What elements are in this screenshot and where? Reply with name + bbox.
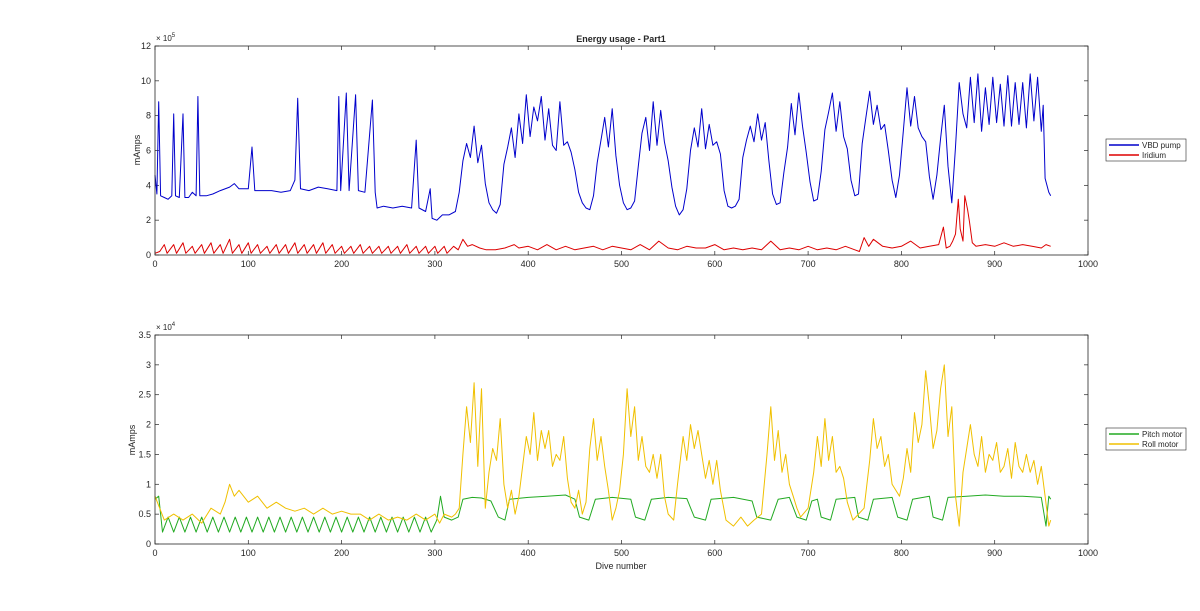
x-tick-label-top: 700 (801, 259, 816, 269)
y-tick-label-top: 12 (141, 41, 151, 51)
legend-bottom: Pitch motor Roll motor (1105, 427, 1187, 451)
subplot-energy-bottom: 0 100 200 300 400 500 600 700 800 900 1000 0 0.5 1 1.5… (127, 322, 1187, 571)
series-lines-bottom (154, 364, 1052, 533)
y-axis-label-top: mAmps (132, 134, 142, 165)
y-tick-label-bottom: 2 (146, 420, 151, 430)
x-tick-label-bottom: 300 (427, 548, 442, 558)
y-tick-label-bottom: 3.5 (138, 330, 151, 340)
y-tick-label-top: 10 (141, 76, 151, 86)
x-tick-label-bottom: 200 (334, 548, 349, 558)
axes-box-top (154, 45, 1089, 256)
x-axis-label: Dive number (595, 561, 646, 571)
legend-label-iridium: Iridium (1142, 151, 1166, 160)
series-line-roll-motor (154, 364, 1052, 527)
y-tick-label-top: 6 (146, 146, 151, 156)
x-tick-label-top: 0 (152, 259, 157, 269)
x-tick-label-bottom: 100 (241, 548, 256, 558)
x-tick-label-bottom: 0 (152, 548, 157, 558)
y-exponent-power-top: 5 (172, 33, 176, 39)
y-exponent-power-bottom: 4 (172, 322, 176, 328)
x-tick-label-top: 600 (707, 259, 722, 269)
x-tick-label-bottom: 500 (614, 548, 629, 558)
x-tick-label-bottom: 800 (894, 548, 909, 558)
y-exponent-label-bottom: × 104 (156, 322, 176, 332)
x-tick-label-bottom: 700 (801, 548, 816, 558)
axes-area-bottom (155, 335, 1088, 544)
legend-label-vbd-pump: VBD pump (1142, 141, 1181, 150)
y-tick-label-bottom: 2.5 (138, 390, 151, 400)
x-tick-label-top: 200 (334, 259, 349, 269)
y-tick-label-bottom: 1.5 (138, 449, 151, 459)
x-tick-label-top: 1000 (1078, 259, 1098, 269)
axes-box-bottom (154, 334, 1089, 545)
chart-title: Energy usage - Part1 (576, 34, 666, 44)
y-axis-label-bottom: mAmps (127, 424, 137, 455)
x-tick-label-top: 100 (241, 259, 256, 269)
x-tick-label-top: 800 (894, 259, 909, 269)
x-tick-label-top: 300 (427, 259, 442, 269)
x-tick-label-bottom: 400 (521, 548, 536, 558)
y-tick-label-top: 2 (146, 215, 151, 225)
ticks-top: 0 100 200 300 400 500 600 700 800 900 1000 0 2 4 6 8 10 1… (141, 41, 1098, 269)
y-exponent-base-top: × 10 (156, 34, 172, 43)
y-tick-label-top: 4 (146, 180, 151, 190)
series-line-iridium (154, 195, 1051, 254)
y-tick-label-bottom: 0.5 (138, 509, 151, 519)
x-tick-label-top: 900 (987, 259, 1002, 269)
x-tick-label-bottom: 900 (987, 548, 1002, 558)
y-tick-label-top: 0 (146, 250, 151, 260)
legend-label-pitch-motor: Pitch motor (1142, 430, 1183, 439)
ticks-bottom: 0 100 200 300 400 500 600 700 800 900 1000 0 0.5 1 1.5… (138, 330, 1098, 558)
y-exponent-label-top: × 105 (156, 33, 176, 43)
y-tick-label-top: 8 (146, 111, 151, 121)
x-tick-label-top: 400 (521, 259, 536, 269)
series-line-vbd-pump (154, 73, 1052, 221)
x-tick-label-top: 500 (614, 259, 629, 269)
y-tick-label-bottom: 0 (146, 539, 151, 549)
x-tick-label-bottom: 600 (707, 548, 722, 558)
y-tick-label-bottom: 1 (146, 479, 151, 489)
series-line-pitch-motor (154, 494, 1052, 533)
legend-label-roll-motor: Roll motor (1142, 440, 1179, 449)
series-lines-top (154, 73, 1052, 254)
y-exponent-base-bottom: × 10 (156, 323, 172, 332)
subplot-energy-top: 0 100 200 300 400 500 600 700 800 900 1000 0 2 4 6 8 10 1… (132, 33, 1187, 269)
x-tick-label-bottom: 1000 (1078, 548, 1098, 558)
axes-area-top (155, 46, 1088, 255)
y-tick-label-bottom: 3 (146, 360, 151, 370)
legend-top: VBD pump Iridium (1105, 138, 1187, 162)
